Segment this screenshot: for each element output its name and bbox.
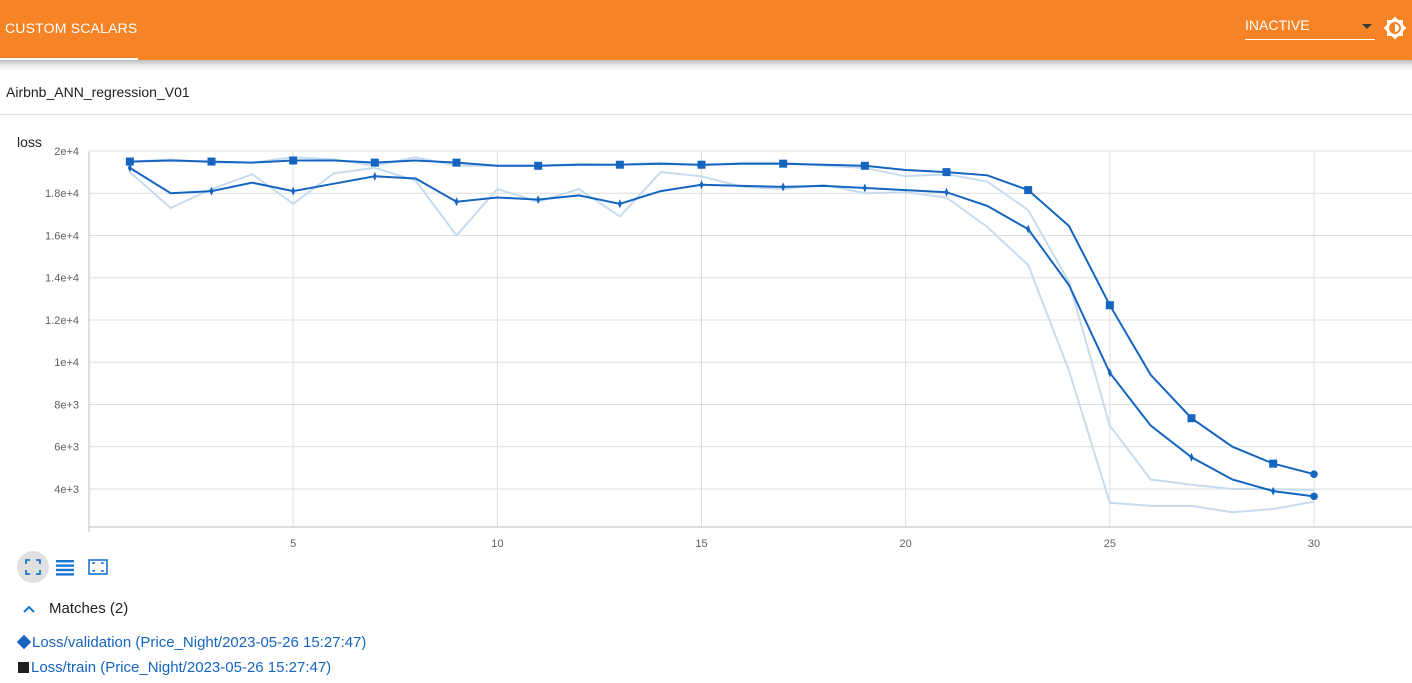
series-point	[289, 156, 298, 165]
fit-to-data-icon	[25, 559, 41, 575]
series-point	[1310, 470, 1318, 478]
matches-header[interactable]: Matches (2)	[23, 600, 128, 617]
series-point	[207, 157, 216, 166]
active-tab-indicator	[0, 58, 138, 60]
run-status-value: INACTIVE	[1245, 17, 1310, 33]
series-point	[209, 186, 214, 196]
series-point	[699, 180, 704, 190]
run-status-select[interactable]: INACTIVE	[1245, 12, 1375, 40]
legend-list-icon	[56, 560, 74, 576]
x-tick-label: 30	[1308, 538, 1320, 550]
series-point	[944, 187, 949, 197]
series-point	[1187, 414, 1196, 423]
series-point	[1271, 486, 1276, 496]
matches-label: Matches (2)	[49, 600, 129, 617]
tab-custom-scalars[interactable]: CUSTOM SCALARS	[0, 0, 138, 60]
series-point	[860, 161, 869, 170]
series-point	[291, 186, 296, 196]
square-marker-icon	[18, 662, 29, 673]
series-point	[615, 160, 624, 169]
match-label: Loss/train (Price_Night/2023-05-26 15:27…	[31, 659, 332, 676]
series-point	[370, 158, 379, 167]
series-point	[781, 182, 786, 192]
match-label: Loss/validation (Price_Night/2023-05-26 …	[32, 634, 367, 651]
x-tick-label: 20	[900, 538, 912, 550]
raw-series-line	[129, 156, 1315, 491]
chevron-up-icon	[23, 600, 39, 617]
series-point	[1189, 452, 1194, 462]
series-line	[129, 167, 1315, 498]
series-point	[1269, 459, 1278, 468]
match-item-train[interactable]: Loss/train (Price_Night/2023-05-26 15:27…	[18, 659, 331, 676]
zoom-selection-icon	[88, 559, 108, 575]
series-point	[127, 163, 132, 173]
x-tick-label: 10	[491, 538, 503, 550]
y-tick-label: 1.2e+4	[45, 315, 79, 327]
chart-grid	[89, 150, 1412, 527]
y-tick-label: 2e+4	[54, 146, 79, 158]
series-point	[862, 183, 867, 193]
y-tick-label: 1e+4	[54, 357, 79, 369]
series-point	[1107, 368, 1112, 378]
y-tick-label: 1.8e+4	[45, 188, 79, 200]
chart-axes: 4e+3 6e+3 8e+3 1e+4 1.2e+4 1.4e+4 1.6e+4 1.8e+4…	[45, 146, 1412, 550]
x-tick-label: 15	[695, 538, 707, 550]
chart-title: loss	[17, 134, 42, 150]
series-point	[779, 159, 788, 168]
series-point	[454, 197, 459, 207]
match-item-validation[interactable]: Loss/validation (Price_Night/2023-05-26 …	[16, 634, 367, 651]
series-point	[1310, 492, 1318, 501]
series-point	[1024, 186, 1033, 195]
y-tick-label: 1.6e+4	[45, 230, 79, 242]
series-point	[372, 171, 377, 181]
y-tick-label: 6e+3	[54, 442, 79, 454]
chevron-down-icon	[1362, 24, 1372, 29]
series-point	[125, 157, 134, 166]
series-point	[942, 168, 951, 177]
series-point	[617, 199, 622, 209]
raw-series-line	[129, 166, 1315, 514]
series-point	[534, 161, 543, 170]
divider	[0, 114, 1412, 115]
header-shadow	[0, 60, 1412, 70]
series-line	[129, 159, 1315, 476]
legend-list-button[interactable]	[49, 551, 81, 583]
series-point	[697, 160, 706, 169]
x-tick-label: 5	[290, 538, 296, 550]
loss-chart[interactable]: loss 4e+3 6e+3 8e+3 1e+4 1.2e+4 1.4e+4 1.6e+4 1…	[0, 120, 1412, 560]
y-tick-label: 4e+3	[54, 484, 79, 496]
x-tick-label: 25	[1104, 538, 1116, 550]
y-tick-label: 1.4e+4	[45, 273, 79, 285]
top-toolbar: CUSTOM SCALARS INACTIVE	[0, 0, 1412, 60]
zoom-selection-button[interactable]	[81, 551, 113, 583]
y-tick-label: 8e+3	[54, 399, 79, 411]
series-point	[452, 158, 461, 167]
tab-label: CUSTOM SCALARS	[5, 20, 138, 36]
diamond-marker-icon	[16, 634, 32, 650]
series-point	[1105, 301, 1114, 310]
brightness-icon[interactable]	[1383, 16, 1407, 40]
series-point	[536, 195, 541, 205]
group-title: Airbnb_ANN_regression_V01	[6, 84, 190, 100]
series-point	[1026, 224, 1031, 234]
chart-series	[125, 156, 1318, 514]
fit-to-data-button[interactable]	[17, 551, 49, 583]
